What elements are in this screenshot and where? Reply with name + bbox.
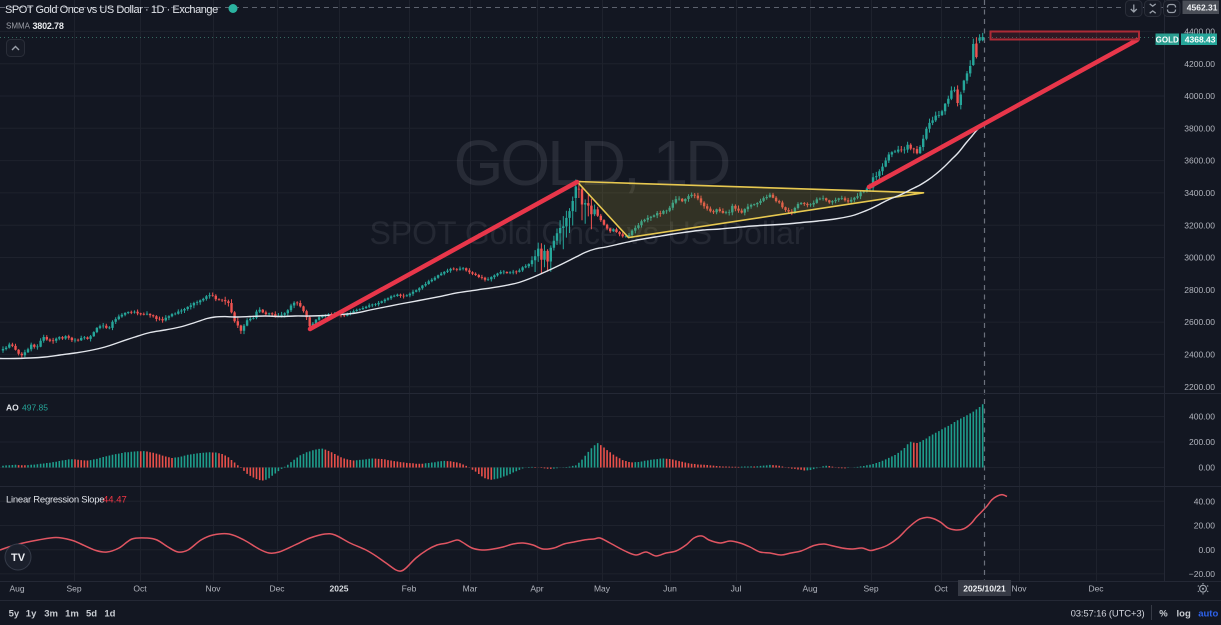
svg-text:3m: 3m bbox=[44, 609, 58, 620]
svg-text:Dec: Dec bbox=[1088, 584, 1104, 594]
svg-text:4000.00: 4000.00 bbox=[1184, 91, 1215, 101]
svg-text:log: log bbox=[1177, 609, 1191, 620]
svg-text:−20.00: −20.00 bbox=[1189, 569, 1216, 579]
svg-text:4400.00: 4400.00 bbox=[1184, 27, 1215, 37]
svg-text:4368.43: 4368.43 bbox=[1185, 34, 1216, 44]
svg-text:Dec: Dec bbox=[269, 584, 285, 594]
svg-text:3200.00: 3200.00 bbox=[1184, 220, 1215, 230]
svg-text:%: % bbox=[1159, 609, 1168, 620]
svg-text:GOLD, 1D: GOLD, 1D bbox=[454, 127, 730, 199]
svg-text:4200.00: 4200.00 bbox=[1184, 59, 1215, 69]
svg-text:Mar: Mar bbox=[463, 584, 478, 594]
svg-text:3600.00: 3600.00 bbox=[1184, 156, 1215, 166]
svg-text:3800.00: 3800.00 bbox=[1184, 123, 1215, 133]
svg-text:200.00: 200.00 bbox=[1189, 437, 1215, 447]
svg-text:2025/10/21: 2025/10/21 bbox=[963, 584, 1006, 594]
svg-text:2600.00: 2600.00 bbox=[1184, 317, 1215, 327]
svg-text:SPOT Gold Once vs US Dollar ·: SPOT Gold Once vs US Dollar · 1D · Excha… bbox=[5, 4, 218, 16]
svg-text:0.00: 0.00 bbox=[1198, 463, 1215, 473]
svg-text:0.00: 0.00 bbox=[1198, 545, 1215, 555]
svg-text:Nov: Nov bbox=[205, 584, 221, 594]
svg-text:03:57:16 (UTC+3): 03:57:16 (UTC+3) bbox=[1071, 609, 1145, 620]
svg-text:Jun: Jun bbox=[663, 584, 677, 594]
svg-text:Sep: Sep bbox=[863, 584, 878, 594]
svg-text:497.85: 497.85 bbox=[22, 402, 48, 412]
svg-text:May: May bbox=[594, 584, 611, 594]
svg-text:auto: auto bbox=[1198, 609, 1218, 620]
svg-text:2400.00: 2400.00 bbox=[1184, 350, 1215, 360]
svg-text:SPOT Gold Once vs US Dollar: SPOT Gold Once vs US Dollar bbox=[369, 215, 804, 251]
svg-text:Apr: Apr bbox=[530, 584, 543, 594]
svg-text:2200.00: 2200.00 bbox=[1184, 382, 1215, 392]
svg-text:Aug: Aug bbox=[9, 584, 24, 594]
svg-text:1d: 1d bbox=[104, 609, 115, 620]
svg-text:Oct: Oct bbox=[133, 584, 147, 594]
svg-text:Jul: Jul bbox=[731, 584, 742, 594]
svg-text:TV: TV bbox=[11, 552, 26, 564]
svg-text:1m: 1m bbox=[65, 609, 79, 620]
svg-text:AO: AO bbox=[6, 402, 19, 412]
svg-text:44.47: 44.47 bbox=[103, 494, 127, 505]
svg-text:3400.00: 3400.00 bbox=[1184, 188, 1215, 198]
svg-text:40.00: 40.00 bbox=[1194, 496, 1216, 506]
svg-text:20.00: 20.00 bbox=[1194, 521, 1216, 531]
svg-text:2025: 2025 bbox=[330, 584, 349, 594]
svg-text:Nov: Nov bbox=[1011, 584, 1027, 594]
svg-text:GOLD: GOLD bbox=[1156, 35, 1179, 44]
svg-text:4562.31: 4562.31 bbox=[1187, 3, 1218, 13]
svg-text:5y: 5y bbox=[9, 609, 20, 620]
svg-text:Oct: Oct bbox=[934, 584, 948, 594]
svg-text:Aug: Aug bbox=[802, 584, 817, 594]
svg-text:3802.78: 3802.78 bbox=[33, 21, 64, 31]
svg-text:400.00: 400.00 bbox=[1189, 412, 1215, 422]
svg-text:1y: 1y bbox=[26, 609, 37, 620]
svg-text:Feb: Feb bbox=[402, 584, 417, 594]
svg-text:5d: 5d bbox=[86, 609, 97, 620]
svg-text:Sep: Sep bbox=[66, 584, 81, 594]
svg-text:Linear Regression Slope: Linear Regression Slope bbox=[6, 494, 104, 505]
svg-text:SMMA: SMMA bbox=[6, 22, 31, 31]
svg-text:2800.00: 2800.00 bbox=[1184, 285, 1215, 295]
svg-text:3000.00: 3000.00 bbox=[1184, 253, 1215, 263]
